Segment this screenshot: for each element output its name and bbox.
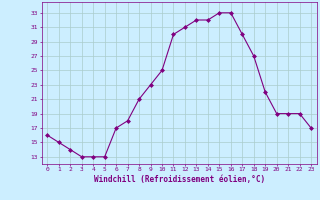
X-axis label: Windchill (Refroidissement éolien,°C): Windchill (Refroidissement éolien,°C) bbox=[94, 175, 265, 184]
